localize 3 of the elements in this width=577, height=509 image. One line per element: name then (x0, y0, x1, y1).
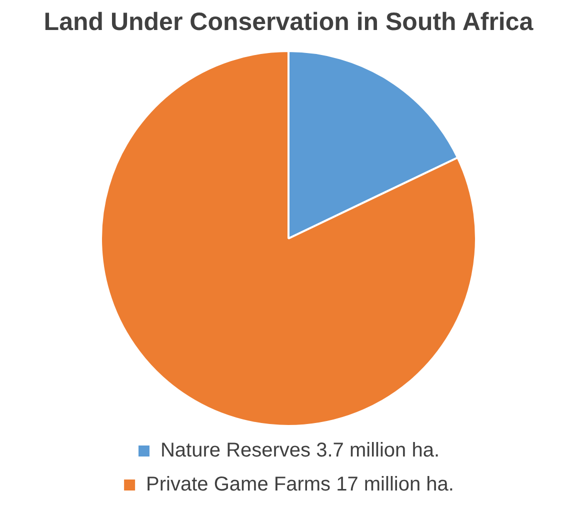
legend-label: Nature Reserves 3.7 million ha. (160, 440, 440, 462)
legend-label: Private Game Farms 17 million ha. (146, 474, 454, 496)
chart-title: Land Under Conservation in South Africa (44, 8, 534, 36)
